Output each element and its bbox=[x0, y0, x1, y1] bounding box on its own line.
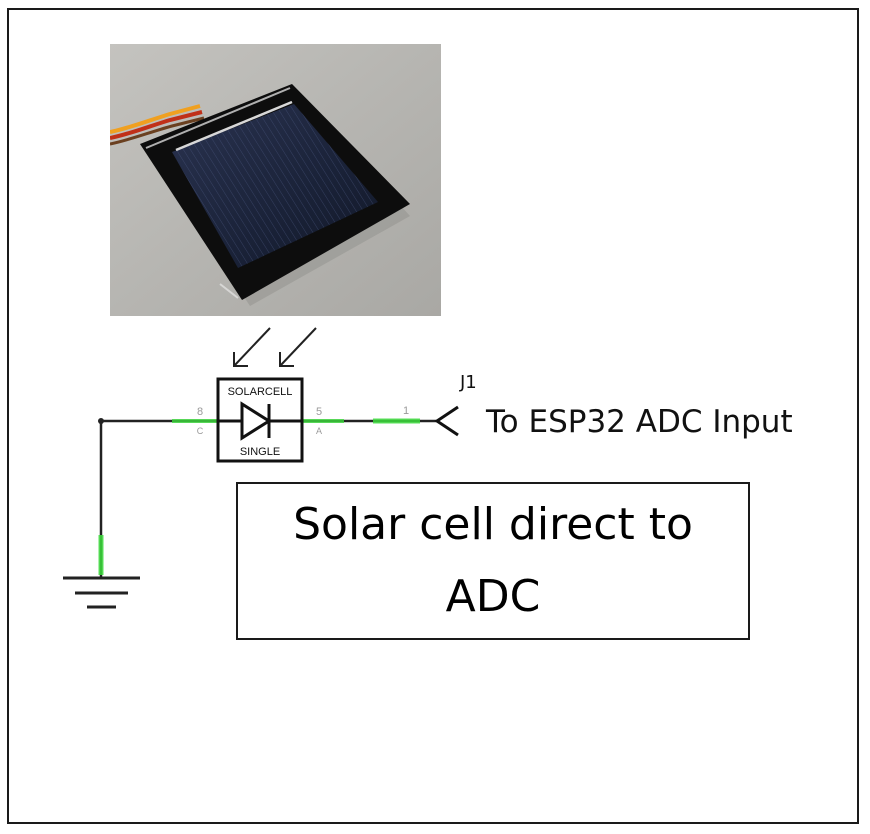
caption-box: Solar cell direct to ADC bbox=[236, 482, 750, 640]
component-value-label: SINGLE bbox=[240, 446, 280, 458]
connector-net-label: To ESP32 ADC Input bbox=[485, 404, 793, 440]
pin-right-number: 5 bbox=[316, 406, 322, 418]
connector-chevron-icon bbox=[434, 405, 459, 437]
caption-text: Solar cell direct to ADC bbox=[293, 499, 693, 622]
pin-left-name: C bbox=[197, 426, 204, 436]
pin-right-name: A bbox=[316, 426, 322, 436]
incident-light-arrows-icon bbox=[233, 327, 317, 367]
pin-left-number: 8 bbox=[197, 406, 203, 418]
connector-ref-label: J1 bbox=[459, 372, 477, 393]
diode-symbol-icon bbox=[218, 401, 302, 441]
connector-pin-number: 1 bbox=[403, 405, 409, 417]
ground-symbol-icon bbox=[63, 576, 140, 609]
solar-cell-photo bbox=[110, 44, 441, 316]
component-ref-label: SOLARCELL bbox=[228, 386, 293, 398]
